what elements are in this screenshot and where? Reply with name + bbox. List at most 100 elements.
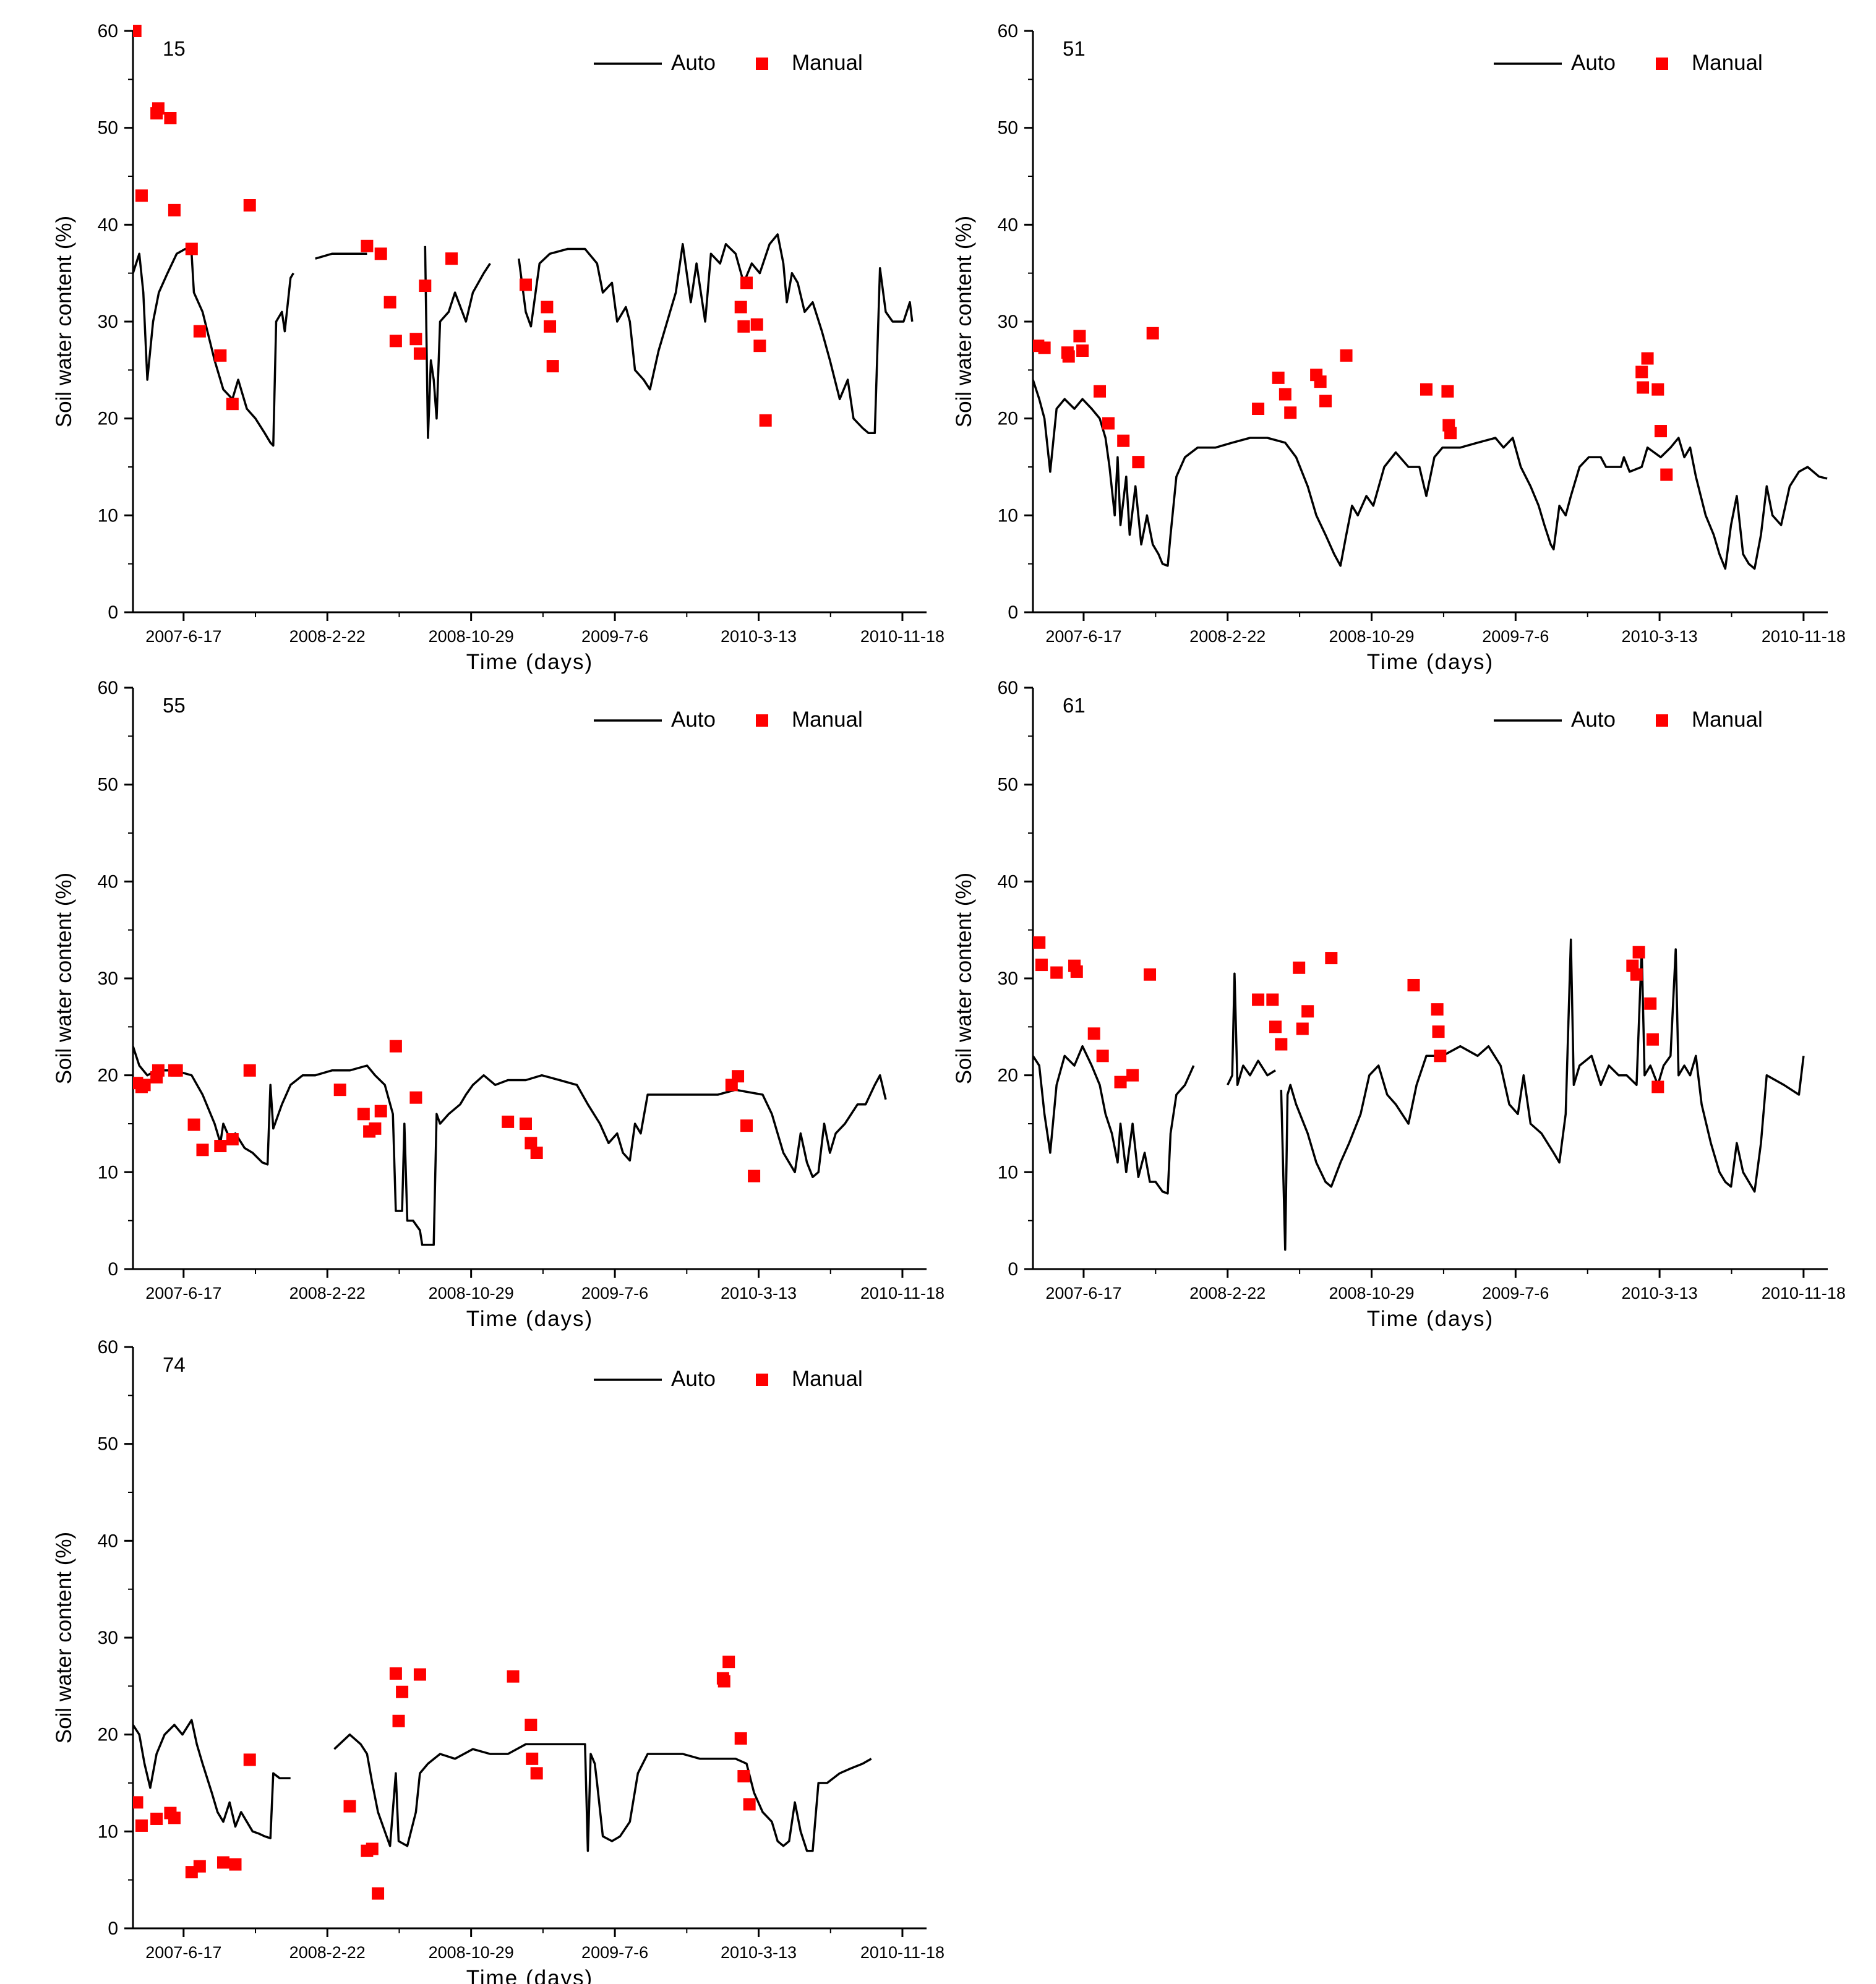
y-tick-label: 60: [98, 21, 118, 41]
manual-point: [1146, 327, 1159, 340]
manual-point: [1651, 383, 1664, 396]
legend-manual-swatch: [756, 714, 768, 727]
y-tick-label: 40: [998, 215, 1018, 235]
manual-point: [1102, 417, 1115, 430]
manual-point: [740, 276, 753, 289]
y-tick-label: 40: [98, 215, 118, 235]
manual-point: [372, 1887, 385, 1900]
manual-point: [150, 1812, 163, 1825]
manual-point: [226, 1133, 239, 1146]
plot-area: [133, 1040, 887, 1246]
y-tick-label: 0: [1008, 1259, 1018, 1280]
y-tick-label: 60: [98, 678, 118, 698]
auto-series-line: [333, 1733, 872, 1852]
manual-point: [374, 247, 387, 260]
manual-point: [1296, 1022, 1309, 1035]
manual-point: [734, 1732, 747, 1745]
manual-point: [226, 398, 239, 411]
x-axis-label: Time (days): [1367, 650, 1494, 674]
x-axis-label: Time (days): [466, 1307, 593, 1331]
manual-point: [1420, 383, 1433, 396]
manual-point: [1407, 978, 1420, 991]
legend-manual-swatch: [1656, 58, 1668, 70]
manual-point: [750, 318, 763, 331]
x-tick-label: 2010-11-18: [860, 1284, 944, 1302]
x-tick-label: 2008-10-29: [429, 1284, 514, 1302]
manual-point: [1269, 1020, 1282, 1033]
manual-point: [214, 1140, 227, 1153]
x-tick-label: 2010-11-18: [860, 627, 944, 646]
auto-series-line: [133, 247, 294, 447]
manual-point: [1114, 1075, 1127, 1088]
chart-panel-61: 0 10 20 30 40 50 60 2007-6-17 2008-2-22 2008-10-2…: [952, 678, 1846, 1331]
x-tick-label: 2009-7-6: [1482, 627, 1549, 646]
y-tick-label: 30: [998, 312, 1018, 332]
manual-point: [525, 1137, 538, 1150]
manual-point: [546, 360, 559, 373]
manual-point: [1279, 388, 1291, 401]
manual-point: [759, 414, 772, 427]
manual-point: [133, 25, 142, 37]
x-tick-label: 2009-7-6: [1482, 1284, 1549, 1302]
auto-series-line: [518, 233, 914, 434]
y-tick-label: 0: [1008, 602, 1018, 623]
legend-auto-label: Auto: [671, 1367, 716, 1391]
legend-manual-label: Manual: [1692, 51, 1763, 75]
y-tick-label: 60: [998, 21, 1018, 41]
manual-point: [389, 1667, 402, 1680]
plot-area: [133, 1656, 872, 1900]
panel-title: 51: [1063, 37, 1086, 60]
x-tick-label: 2008-2-22: [1189, 1284, 1266, 1302]
x-tick-label: 2010-3-13: [1622, 627, 1698, 646]
x-tick-label: 2010-3-13: [721, 627, 797, 646]
chart-panel-55: 0 10 20 30 40 50 60 2007-6-17 2008-2-22 2008-10-2…: [52, 678, 944, 1331]
manual-point: [737, 320, 750, 333]
manual-point: [1635, 366, 1648, 378]
manual-point: [135, 189, 148, 202]
manual-point: [1094, 385, 1107, 398]
chart-panel-74: 0 10 20 30 40 50 60 2007-6-17 2008-2-22 2008-10-2…: [52, 1337, 944, 1984]
y-tick-label: 10: [998, 1162, 1018, 1182]
manual-point: [1272, 371, 1285, 384]
manual-point: [541, 301, 554, 314]
y-tick-label: 20: [98, 1066, 118, 1086]
manual-point: [214, 349, 227, 362]
auto-series-line: [1280, 938, 1805, 1251]
x-axis-label: Time (days): [1367, 1307, 1494, 1331]
manual-point: [1144, 968, 1157, 981]
manual-point: [1441, 385, 1454, 398]
legend-manual-swatch: [756, 58, 768, 70]
manual-point: [1050, 966, 1063, 979]
chart-panel-15: 0 10 20 30 40 50 60 2007-6-17 2008-2-22 2008-10-2…: [52, 21, 944, 674]
manual-point: [1630, 968, 1643, 981]
auto-series-line: [1033, 379, 1828, 570]
panel-title: 55: [163, 694, 186, 717]
manual-point: [1314, 375, 1327, 388]
x-tick-label: 2010-11-18: [860, 1943, 944, 1962]
manual-point: [409, 1091, 422, 1104]
manual-point: [135, 1819, 148, 1832]
legend-auto-label: Auto: [671, 51, 716, 75]
auto-series-line: [1227, 972, 1276, 1087]
manual-point: [1096, 1050, 1109, 1063]
manual-point: [413, 1668, 426, 1681]
manual-point: [717, 1675, 730, 1688]
x-tick-label: 2010-3-13: [1622, 1284, 1698, 1302]
manual-point: [1319, 395, 1332, 408]
manual-point: [369, 1122, 382, 1135]
y-axis-label: Soil water content (%): [952, 216, 976, 427]
x-tick-label: 2008-10-29: [1329, 627, 1414, 646]
manual-point: [357, 1108, 370, 1121]
x-tick-label: 2007-6-17: [1045, 1284, 1121, 1302]
manual-point: [1035, 959, 1048, 972]
manual-point: [419, 280, 432, 293]
y-tick-label: 50: [98, 1434, 118, 1455]
legend-manual-swatch: [756, 1374, 768, 1386]
y-tick-label: 10: [98, 1162, 118, 1182]
manual-point: [1033, 936, 1046, 949]
manual-point: [396, 1685, 409, 1698]
manual-point: [343, 1800, 356, 1813]
manual-point: [525, 1719, 538, 1731]
manual-point: [193, 1860, 206, 1873]
manual-point: [1646, 1033, 1659, 1046]
